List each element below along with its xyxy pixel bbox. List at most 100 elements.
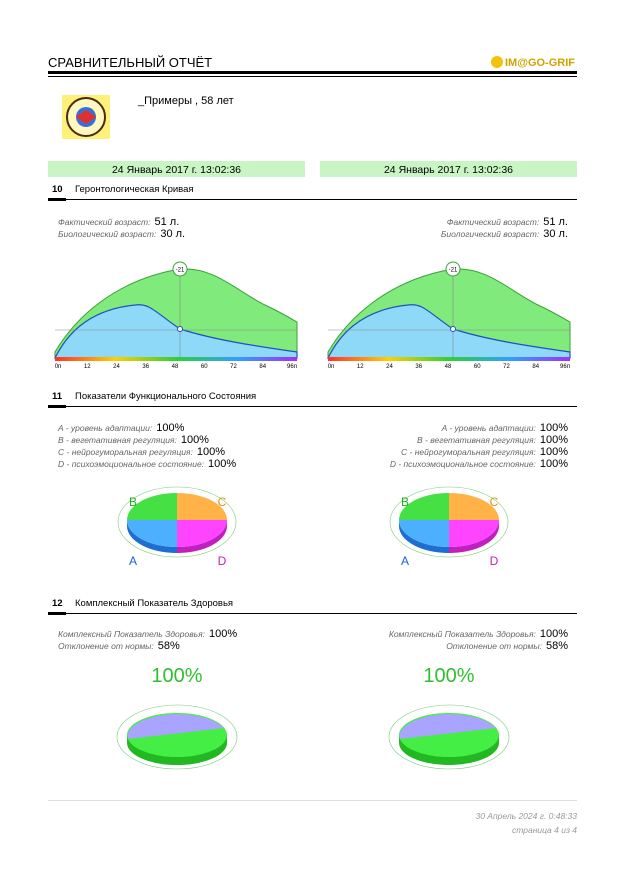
geronto-curve: -21 0п 12 24 36 48 60 72 84 96п (327, 261, 571, 370)
curve-dot (450, 326, 456, 332)
pie-slice (399, 493, 449, 520)
curve-x-label: 0п (55, 364, 62, 370)
pie-slice (449, 520, 499, 547)
field-label: A - уровень адаптации: (57, 423, 153, 433)
section-number: 12 (52, 598, 63, 609)
geronto-curve: -21 0п 12 24 36 48 60 72 84 96п (54, 261, 298, 370)
pie-slice (127, 493, 177, 520)
functional-row: C - нейрогуморальная регуляция: 100% (401, 446, 568, 458)
health-row: Комплексный Показатель Здоровья: 100% (58, 628, 237, 640)
footer-date: 30 Апрель 2024 г. 0:48:33 (475, 811, 577, 821)
field-value: 100% (156, 422, 184, 434)
field-label: C - нейрогуморальная регуляция: (401, 447, 536, 457)
patient-name: _Примеры , 58 лет (137, 95, 234, 107)
pie-slice (449, 493, 499, 520)
field-value: 51 л. (543, 216, 568, 228)
pie-side-right (449, 520, 499, 553)
field-label: D - психоэмоциональное состояние: (58, 459, 205, 469)
field-value: 30 л. (160, 228, 185, 240)
section-rule-mark (48, 405, 66, 408)
field-label: A - уровень адаптации: (441, 423, 537, 433)
functional-row: B - вегетативная регуляция: 100% (58, 434, 209, 446)
age-row: Биологический возраст: 30 л. (441, 228, 568, 240)
health-orbit (116, 704, 238, 770)
pie-label: C (490, 495, 499, 509)
field-label: Комплексный Показатель Здоровья: (389, 629, 537, 639)
curve-x-label: 84 (532, 364, 539, 370)
section-number: 11 (52, 391, 63, 402)
health-top-purple (399, 714, 496, 739)
functional-row: A - уровень адаптации: 100% (57, 422, 185, 434)
health-top-purple (127, 714, 224, 739)
functional-row: B - вегетативная регуляция: 100% (417, 434, 568, 446)
field-label: Фактический возраст: (58, 217, 151, 227)
logo-text: IM@GO-GRIF (505, 57, 575, 69)
functional-row: C - нейрогуморальная регуляция: 100% (58, 446, 225, 458)
field-label: B - вегетативная регуляция: (58, 435, 177, 445)
curve-x-label: 96п (560, 364, 570, 370)
pie-orbit (117, 486, 237, 558)
curve-x-label: 12 (357, 364, 364, 370)
field-value: 100% (540, 422, 568, 434)
patient-photo (62, 95, 110, 139)
pie-slice (399, 520, 449, 547)
section-rule-mark (48, 198, 66, 201)
field-label: Фактический возраст: (447, 217, 540, 227)
pie-side-left (127, 520, 177, 553)
pie-side-right (177, 520, 227, 553)
section-rule-mark (48, 612, 66, 615)
curve-dot (177, 326, 183, 332)
section-title: Комплексный Показатель Здоровья (75, 598, 233, 609)
report-title: СРАВНИТЕЛЬНЫЙ ОТЧЁТ (48, 55, 212, 70)
health-big: 100% (423, 665, 474, 687)
curve-spectrum (55, 357, 297, 361)
section-rule (48, 613, 577, 614)
curve-marker-text: -21 (449, 268, 458, 274)
field-label: C - нейрогуморальная регуляция: (58, 447, 193, 457)
curve-x-label: 72 (230, 364, 237, 370)
curve-x-label: 36 (415, 364, 422, 370)
curve-marker (445, 261, 461, 277)
age-row: Биологический возраст: 30 л. (58, 228, 185, 240)
curve-x-label: 12 (84, 364, 91, 370)
section-rule (48, 199, 577, 200)
health-row: Отклонение от нормы: 58% (58, 640, 180, 652)
field-label: Отклонение от нормы: (58, 641, 154, 651)
pie-label: A (401, 554, 409, 568)
pie-slice (177, 493, 227, 520)
pie-label: C (218, 495, 227, 509)
functional-row: D - психоэмоциональное состояние: 100% (390, 458, 568, 470)
pie-slice (177, 520, 227, 547)
curve-x-label: 48 (172, 364, 179, 370)
curve-area-blue (327, 304, 571, 359)
curve-x-label: 96п (287, 364, 297, 370)
curve-marker (172, 261, 188, 277)
curve-x-label: 48 (445, 364, 452, 370)
pie-label: B (129, 495, 137, 509)
field-value: 58% (158, 640, 180, 652)
curve-spectrum (328, 357, 570, 361)
health-orbit (388, 704, 510, 770)
functional-row: D - психоэмоциональное состояние: 100% (58, 458, 236, 470)
curve-x-label: 24 (113, 364, 120, 370)
field-value: 100% (209, 628, 237, 640)
field-value: 100% (540, 446, 568, 458)
function-pie: A B C D (117, 486, 237, 568)
field-label: Биологический возраст: (58, 229, 157, 239)
footer-rule (48, 800, 577, 801)
curve-x-label: 84 (259, 364, 266, 370)
pie-label: A (129, 554, 137, 568)
section-title: Геронтологическая Кривая (75, 184, 194, 195)
curve-x-label: 60 (201, 364, 208, 370)
date-text: 24 Январь 2017 г. 13:02:36 (384, 164, 513, 176)
health-row: Комплексный Показатель Здоровья: 100% (389, 628, 568, 640)
field-label: Комплексный Показатель Здоровья: (58, 629, 206, 639)
pie-side-left (399, 520, 449, 553)
health-row: Отклонение от нормы: 58% (446, 640, 568, 652)
age-row: Фактический возраст: 51 л. (58, 216, 179, 228)
curve-x-label: 0п (328, 364, 335, 370)
field-value: 30 л. (543, 228, 568, 240)
age-row: Фактический возраст: 51 л. (447, 216, 568, 228)
curve-x-label: 72 (503, 364, 510, 370)
